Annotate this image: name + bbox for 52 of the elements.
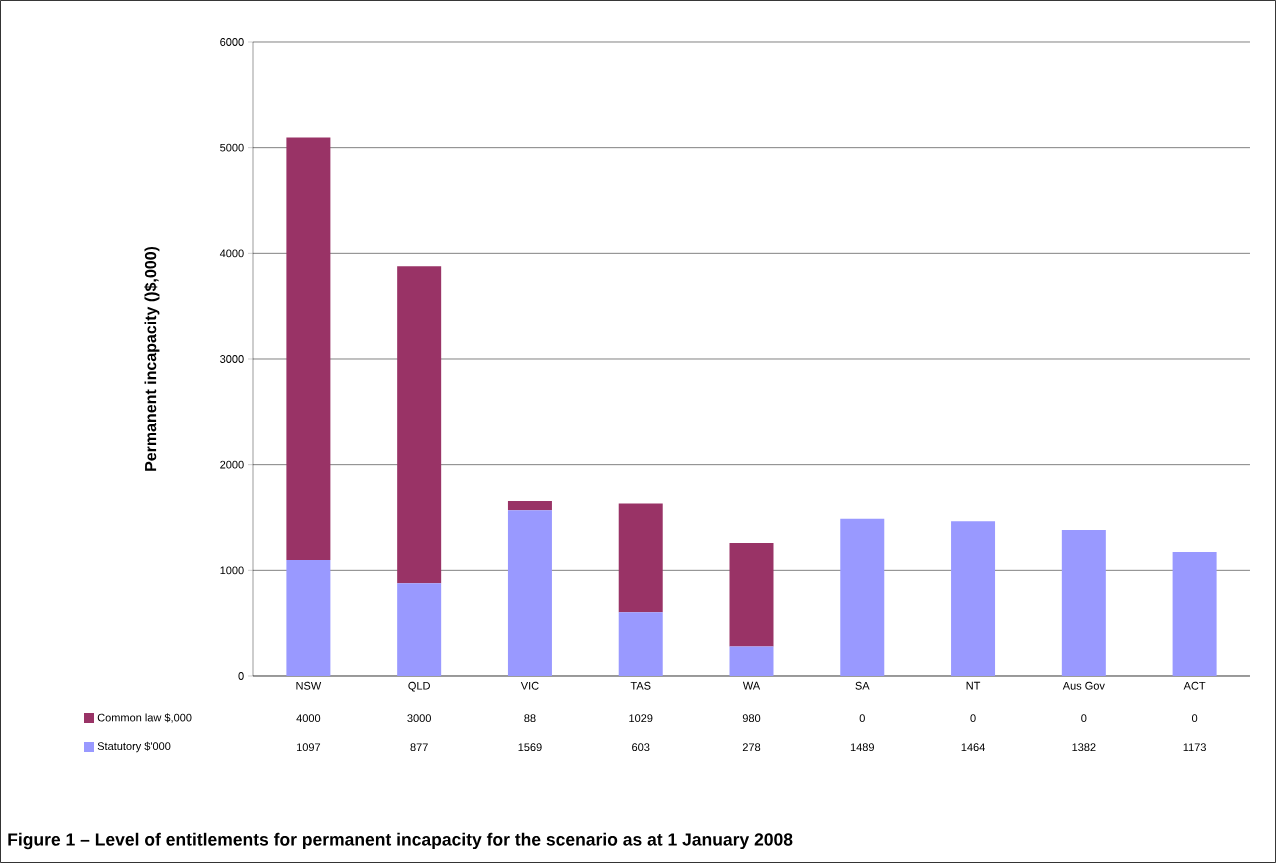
x-tick-label: ACT xyxy=(1183,681,1206,690)
y-tick-label: 1000 xyxy=(220,566,244,575)
legend-label: Statutory $'000 xyxy=(97,741,171,753)
y-tick-label: 3000 xyxy=(220,355,244,363)
data-label: 1173 xyxy=(1183,743,1206,752)
x-tick-label: TAS xyxy=(630,681,651,690)
data-label: 0 xyxy=(1081,714,1087,723)
legend-label: Common law $,000 xyxy=(97,713,192,723)
y-tick-label: 4000 xyxy=(219,249,244,258)
data-label: 4000 xyxy=(296,714,321,723)
bar xyxy=(286,137,331,561)
bar xyxy=(507,510,552,676)
y-tick-label: 5000 xyxy=(220,143,244,152)
x-tick-label: VIC xyxy=(520,681,539,690)
data-label: 0 xyxy=(1191,714,1198,723)
bar xyxy=(618,503,663,613)
data-label: 1464 xyxy=(961,743,985,752)
data-label: 1029 xyxy=(629,714,653,723)
data-label: 88 xyxy=(524,714,536,723)
bar xyxy=(729,543,774,647)
data-label: 980 xyxy=(742,714,761,723)
data-label: 278 xyxy=(742,743,761,752)
x-tick-label: QLD xyxy=(408,681,430,692)
bar xyxy=(397,583,442,676)
y-axis-title: Permanent incapacity ()$,000) xyxy=(144,246,160,471)
bar xyxy=(507,500,552,511)
x-tick-label: NT xyxy=(966,681,981,690)
x-tick-label: WA xyxy=(742,681,761,690)
y-tick-label: 6000 xyxy=(220,38,244,46)
data-label: 3000 xyxy=(407,714,431,723)
bar xyxy=(1061,529,1106,676)
data-label: 1489 xyxy=(850,743,874,752)
data-label: 0 xyxy=(970,714,976,723)
bar xyxy=(840,518,885,676)
data-label: 1569 xyxy=(518,743,542,752)
y-tick-label: 0 xyxy=(238,672,244,680)
x-tick-label: Aus Gov xyxy=(1062,681,1105,690)
bar xyxy=(729,646,774,676)
bar xyxy=(1172,552,1217,676)
bar xyxy=(951,521,996,676)
bar xyxy=(618,612,663,676)
bar xyxy=(286,560,331,676)
x-tick-label: NSW xyxy=(296,681,322,690)
data-label: 0 xyxy=(859,714,865,723)
data-label: 1382 xyxy=(1072,743,1096,752)
bar xyxy=(397,266,442,584)
text: Figure 1 – Level of entitlements for permanent incapacity for the scenario as at 1 January 2008 xyxy=(8,832,793,850)
x-tick-label: SA xyxy=(855,681,870,690)
y-tick-label: 2000 xyxy=(220,460,244,469)
data-label: 877 xyxy=(410,743,428,752)
data-label: 603 xyxy=(632,743,650,752)
data-label: 1097 xyxy=(297,743,321,752)
